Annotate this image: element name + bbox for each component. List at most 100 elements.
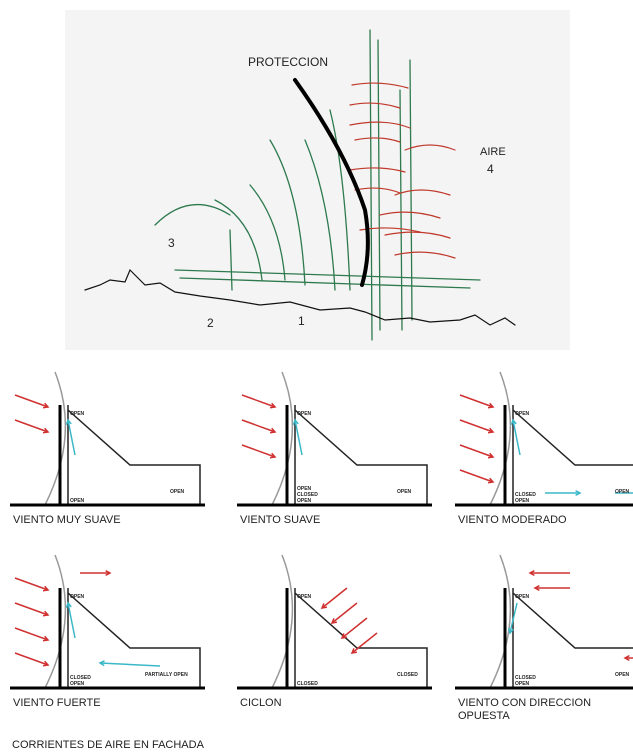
panel-caption: VIENTO SUAVE — [240, 514, 320, 526]
wind-arrow — [99, 662, 161, 667]
facade-arc — [489, 371, 512, 506]
panel-caption: VIENTO MODERADO — [458, 514, 567, 526]
wind-arrow — [14, 577, 49, 591]
arrow-head — [65, 601, 72, 608]
wind-arrow — [294, 419, 303, 456]
facade-arc — [271, 554, 294, 689]
arrow-head — [575, 489, 582, 497]
wind-arrow — [331, 602, 358, 624]
arrow-head — [487, 452, 495, 459]
arrow-head — [292, 418, 299, 425]
arrow-head — [269, 402, 277, 409]
arrow-head — [65, 418, 72, 425]
sketch-number: 4 — [487, 162, 494, 176]
panel: OPEN CLOSED CLOSED CICLON — [237, 554, 432, 709]
arrow-head — [42, 610, 50, 617]
state-label: CLOSED — [515, 675, 536, 681]
arrow-head — [350, 648, 358, 654]
wind-arrow — [459, 419, 494, 433]
wind-arrow — [341, 617, 368, 639]
arrow-head — [105, 569, 112, 577]
wind-arrow — [512, 419, 521, 456]
wind-arrow — [14, 419, 49, 433]
facade-arc — [44, 554, 67, 689]
wind-arrow — [321, 587, 348, 609]
state-label: OPEN — [515, 681, 530, 687]
arrow-head — [42, 427, 50, 434]
state-label: CLOSED — [397, 672, 418, 678]
sketch-number: 1 — [298, 314, 305, 328]
panel-caption: OPUESTA — [458, 710, 510, 722]
wind-arrow — [67, 419, 76, 456]
wind-arrow — [459, 394, 494, 408]
state-label: OPEN — [297, 498, 312, 504]
state-label: OPEN — [515, 411, 530, 417]
arrow-head — [269, 452, 277, 459]
arrow-head — [98, 660, 105, 667]
panel: OPEN OPEN OPEN VIENTO MUY SUAVE — [10, 371, 205, 526]
facade-arc — [489, 554, 512, 689]
state-label: OPEN — [297, 486, 312, 492]
sketch-number: 3 — [168, 236, 175, 250]
state-label: OPEN — [515, 498, 530, 504]
figure-caption: CORRIENTES DE AIRE EN FACHADA — [12, 739, 205, 751]
arrow-head — [533, 584, 540, 592]
facade-arc — [44, 371, 67, 506]
wind-arrow — [459, 444, 494, 458]
state-label: OPEN — [297, 411, 312, 417]
building-section — [512, 588, 633, 688]
arrow-head — [487, 477, 495, 484]
state-label: OPEN — [170, 489, 185, 495]
arrow-head — [340, 633, 348, 639]
arrow-head — [42, 402, 50, 409]
panel-caption: CICLON — [240, 697, 282, 709]
state-label: CLOSED — [515, 492, 536, 498]
arrow-head — [42, 585, 50, 592]
state-label: OPEN — [515, 594, 530, 600]
wind-arrow — [241, 444, 276, 458]
panel-caption: VIENTO CON DIRECCION — [458, 697, 591, 709]
sketch-background — [65, 10, 570, 350]
arrow-head — [507, 627, 514, 635]
state-label: OPEN — [70, 411, 85, 417]
arrow-head — [42, 635, 50, 642]
building-section — [294, 588, 428, 688]
state-label: PARTIALLY OPEN — [145, 672, 188, 678]
state-label: OPEN — [615, 489, 630, 495]
arrow-head — [269, 427, 277, 434]
state-label: OPEN — [70, 594, 85, 600]
wind-arrow — [509, 602, 518, 634]
wind-arrow — [14, 602, 49, 616]
arrow-head — [528, 569, 535, 577]
state-label: OPEN — [70, 681, 85, 687]
arrow-head — [320, 603, 328, 609]
wind-arrow — [459, 469, 494, 483]
wind-arrow — [351, 632, 378, 654]
sketch-number: 2 — [207, 316, 214, 330]
wind-arrow — [67, 602, 76, 639]
state-label: CLOSED — [297, 492, 318, 498]
panel-caption: VIENTO MUY SUAVE — [13, 514, 121, 526]
state-label: OPEN — [615, 672, 630, 678]
arrow-head — [623, 654, 630, 662]
wind-arrow — [14, 394, 49, 408]
arrow-head — [487, 402, 495, 409]
wind-arrow — [14, 627, 49, 641]
wind-arrow — [241, 419, 276, 433]
state-label: OPEN — [70, 498, 85, 504]
facade-arc — [271, 371, 294, 506]
arrow-head — [510, 418, 517, 425]
wind-arrow — [14, 652, 49, 666]
state-label: CLOSED — [297, 681, 318, 687]
air-label: AIRE — [480, 146, 506, 158]
state-label: CLOSED — [70, 675, 91, 681]
state-label: OPEN — [297, 594, 312, 600]
wind-arrow — [241, 394, 276, 408]
panel-caption: VIENTO FUERTE — [13, 697, 101, 709]
arrow-head — [487, 427, 495, 434]
